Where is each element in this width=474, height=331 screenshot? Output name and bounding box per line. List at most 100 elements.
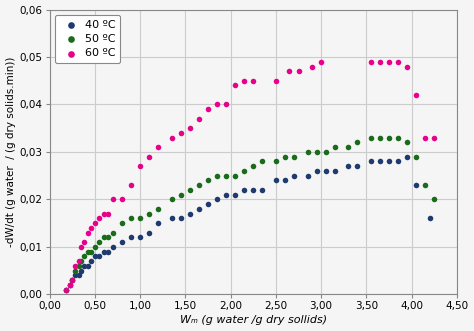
60 ºC (421, 135, 429, 140)
50 ºC (105, 235, 112, 240)
60 ºC (195, 116, 203, 121)
40 ºC (69, 277, 76, 283)
50 ºC (304, 149, 311, 155)
60 ºC (62, 287, 70, 292)
60 ºC (168, 135, 176, 140)
50 ºC (231, 173, 239, 178)
40 ºC (168, 216, 176, 221)
50 ºC (249, 164, 257, 169)
40 ºC (84, 263, 91, 268)
60 ºC (155, 145, 162, 150)
60 ºC (367, 59, 375, 65)
50 ºC (109, 230, 117, 235)
40 ºC (290, 173, 298, 178)
50 ºC (96, 239, 103, 245)
50 ºC (322, 149, 329, 155)
60 ºC (78, 244, 85, 250)
40 ºC (376, 159, 384, 164)
40 ºC (412, 182, 420, 188)
60 ºC (69, 277, 76, 283)
60 ºC (109, 197, 117, 202)
40 ºC (96, 254, 103, 259)
Legend: 40 ºC, 50 ºC, 60 ºC: 40 ºC, 50 ºC, 60 ºC (55, 15, 120, 63)
40 ºC (204, 202, 212, 207)
60 ºC (222, 102, 230, 107)
40 ºC (62, 287, 70, 292)
50 ºC (155, 206, 162, 212)
60 ºC (105, 211, 112, 216)
60 ºC (84, 230, 91, 235)
50 ºC (75, 263, 82, 268)
60 ºC (286, 69, 293, 74)
40 ºC (403, 154, 411, 159)
40 ºC (385, 159, 393, 164)
60 ºC (240, 78, 248, 83)
40 ºC (78, 268, 85, 273)
60 ºC (403, 64, 411, 69)
50 ºC (430, 197, 438, 202)
60 ºC (231, 83, 239, 88)
50 ºC (118, 220, 126, 226)
40 ºC (367, 159, 375, 164)
40 ºC (146, 230, 153, 235)
Y-axis label: -dW/dt (g water  / (g dry solids.min)): -dW/dt (g water / (g dry solids.min)) (6, 57, 16, 247)
40 ºC (331, 168, 338, 173)
60 ºC (213, 102, 221, 107)
50 ºC (403, 140, 411, 145)
50 ºC (137, 216, 144, 221)
50 ºC (354, 140, 361, 145)
60 ºC (100, 211, 108, 216)
60 ºC (272, 78, 280, 83)
40 ºC (281, 178, 289, 183)
50 ºC (222, 173, 230, 178)
50 ºC (345, 145, 352, 150)
40 ºC (80, 263, 88, 268)
60 ºC (376, 59, 384, 65)
50 ºC (100, 235, 108, 240)
40 ºC (249, 187, 257, 193)
50 ºC (313, 149, 320, 155)
50 ºC (62, 287, 70, 292)
40 ºC (177, 216, 185, 221)
40 ºC (322, 168, 329, 173)
50 ºC (78, 259, 85, 264)
60 ºC (118, 197, 126, 202)
40 ºC (304, 173, 311, 178)
50 ºC (69, 277, 76, 283)
50 ºC (394, 135, 402, 140)
40 ºC (426, 216, 434, 221)
X-axis label: Wₘ (g water /g dry sollids): Wₘ (g water /g dry sollids) (180, 315, 327, 325)
40 ºC (213, 197, 221, 202)
60 ºC (177, 130, 185, 136)
50 ºC (177, 192, 185, 197)
60 ºC (318, 59, 325, 65)
50 ºC (186, 187, 194, 193)
50 ºC (204, 178, 212, 183)
40 ºC (88, 259, 95, 264)
50 ºC (385, 135, 393, 140)
60 ºC (66, 282, 73, 288)
40 ºC (272, 178, 280, 183)
60 ºC (385, 59, 393, 65)
40 ºC (66, 282, 73, 288)
40 ºC (109, 244, 117, 250)
40 ºC (222, 192, 230, 197)
50 ºC (240, 168, 248, 173)
60 ºC (91, 220, 99, 226)
60 ºC (430, 135, 438, 140)
50 ºC (84, 249, 91, 254)
50 ºC (272, 159, 280, 164)
50 ºC (80, 254, 88, 259)
40 ºC (91, 254, 99, 259)
40 ºC (354, 164, 361, 169)
60 ºC (146, 154, 153, 159)
60 ºC (204, 107, 212, 112)
50 ºC (146, 211, 153, 216)
40 ºC (71, 273, 79, 278)
40 ºC (137, 235, 144, 240)
40 ºC (195, 206, 203, 212)
50 ºC (88, 249, 95, 254)
60 ºC (80, 239, 88, 245)
60 ºC (128, 182, 135, 188)
40 ºC (240, 187, 248, 193)
